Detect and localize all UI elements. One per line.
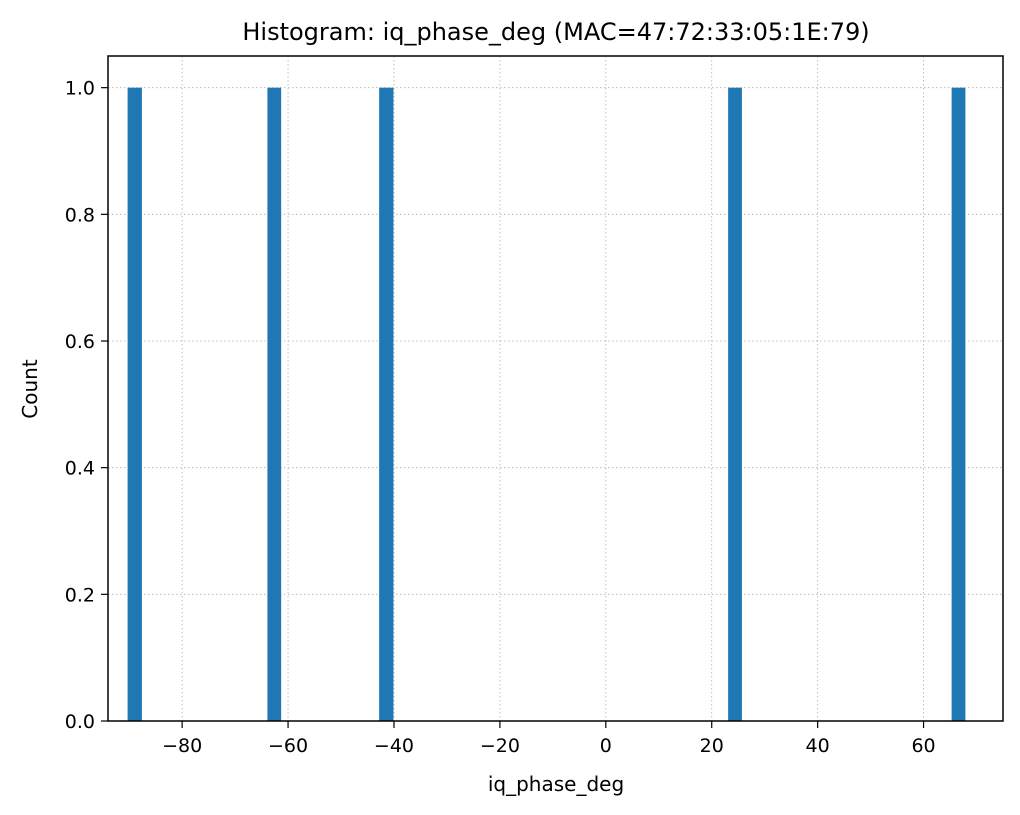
histogram-bar [127,87,142,721]
x-tick-label: −20 [480,735,520,757]
x-tick-label: 0 [600,735,612,757]
x-tick-label: 20 [700,735,724,757]
y-tick-label: 1.0 [65,78,95,100]
histogram-bar [951,87,966,721]
y-tick-label: 0.0 [65,711,95,733]
x-tick-label: 60 [911,735,935,757]
chart-title: Histogram: iq_phase_deg (MAC=47:72:33:05… [242,18,869,46]
histogram-bar [379,87,394,721]
histogram-bar [728,87,742,721]
bars-layer [127,87,966,721]
x-tick-label: −80 [162,735,202,757]
y-axis-label: Count [18,359,42,419]
x-tick-label: −60 [268,735,308,757]
y-tick-label: 0.2 [65,584,95,606]
plot-frame [107,55,1004,722]
y-tick-label: 0.4 [65,458,95,480]
grid-layer [108,56,1003,722]
y-tick-label: 0.6 [65,331,95,353]
x-axis-ticks: −80 −60 −40 −20 0 20 40 60 [162,721,936,757]
x-tick-label: 40 [806,735,830,757]
histogram-bar [267,87,282,721]
y-axis-ticks: 0.0 0.2 0.4 0.6 0.8 1.0 [65,78,108,733]
x-tick-label: −40 [374,735,414,757]
x-axis-label: iq_phase_deg [488,772,624,796]
y-tick-label: 0.8 [65,204,95,226]
